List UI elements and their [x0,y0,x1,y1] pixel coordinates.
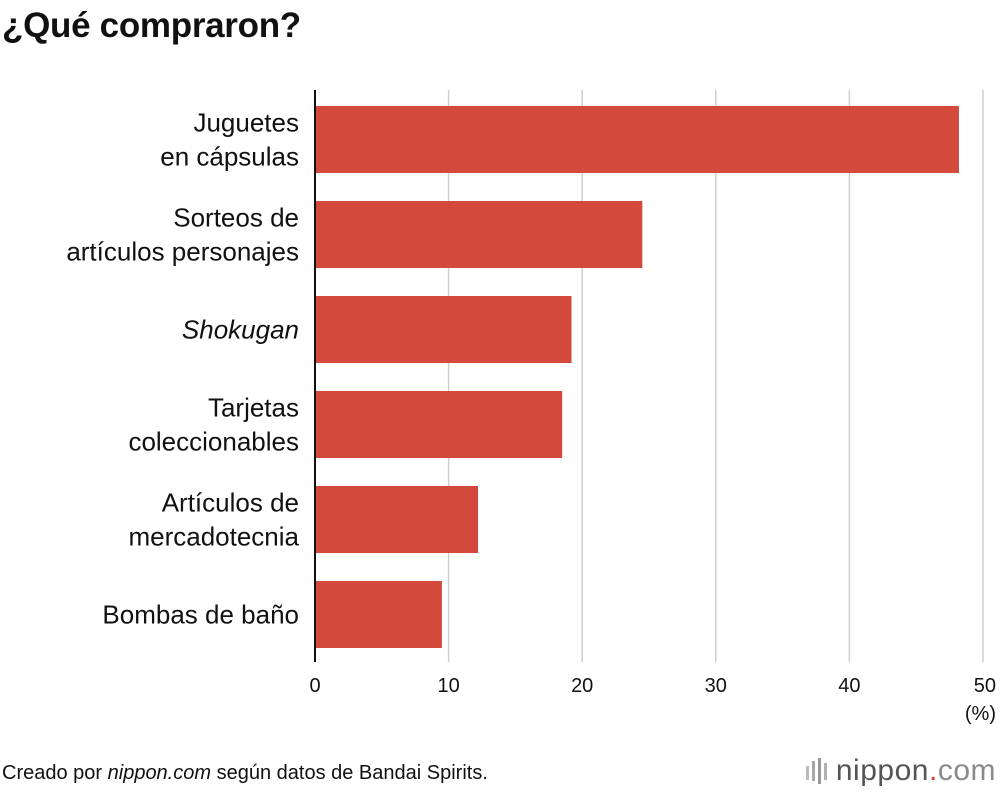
category-label-line: Artículos de [162,488,299,518]
bar [315,106,959,173]
brand-name: nippon [835,754,929,787]
bar [315,296,572,363]
source-site: nippon.com [107,762,212,784]
x-tick-label: 0 [309,675,320,697]
bar [315,581,442,648]
category-label: Bombas de baño [102,600,299,630]
unit-label: (%) [965,703,996,725]
bar [315,391,563,458]
source-suffix: según datos de Bandai Spirits. [211,762,488,784]
category-label-line: Shokugan [182,315,299,345]
nippon-logo-icon [805,758,827,784]
x-tick-label: 40 [838,675,860,697]
category-label-line: Bombas de baño [102,600,299,630]
category-label-line: artículos personajes [66,237,299,267]
x-tick-label: 20 [571,675,593,697]
bar-chart: Juguetes en cápsulas Sorteos de artículos p… [66,90,996,725]
bars [315,106,959,648]
category-label-line: mercadotecnia [128,522,299,552]
x-tick-label: 10 [437,675,459,697]
bar [315,486,478,553]
x-tick-label: 30 [705,675,727,697]
category-label-line: Juguetes [193,108,299,138]
x-tick-label: 50 [974,675,996,697]
category-label-line: Sorteos de [173,203,299,233]
brand-dot: . [928,754,938,787]
x-tick-labels: 0 10 20 30 40 50 [309,675,996,697]
category-label: Sorteos de artículos personajes [66,203,299,267]
category-labels: Juguetes en cápsulas Sorteos de artículos p… [66,108,299,630]
source-prefix: Creado por [2,762,108,784]
category-label-line: Tarjetas [208,393,299,423]
category-label-line: coleccionables [128,427,299,457]
brand-tld: com [937,754,996,787]
category-label: Tarjetas coleccionables [128,393,299,457]
category-label-line: en cápsulas [160,142,299,172]
source-note: Creado por nippon.com según datos de Ban… [2,762,488,785]
category-label: Shokugan [182,315,299,345]
bar [315,201,643,268]
gridlines [447,90,984,662]
category-label: Artículos de mercadotecnia [128,488,299,552]
brand-logo: nippon. com [805,754,996,788]
chart-title: ¿Qué compraron? [2,6,301,45]
category-label: Juguetes en cápsulas [160,108,299,172]
